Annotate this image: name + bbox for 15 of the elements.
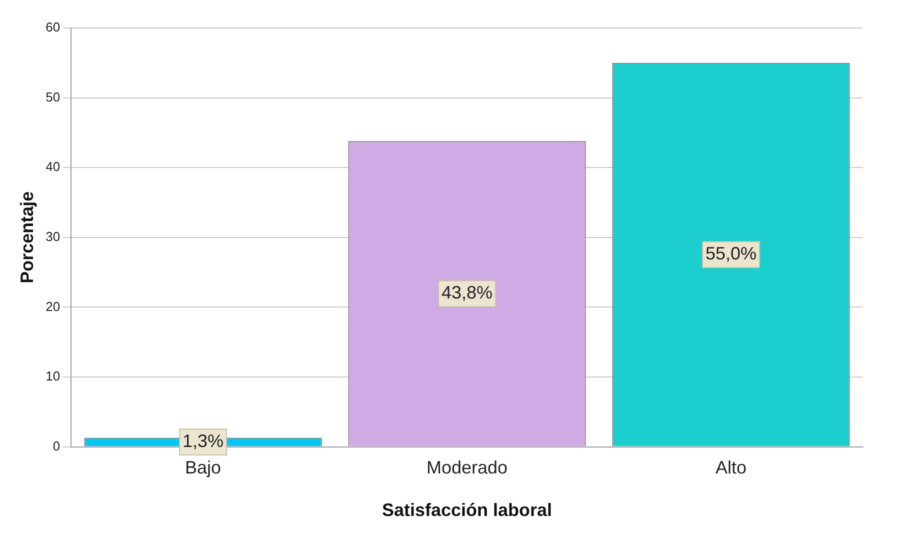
y-tick-label: 50 [46,89,60,104]
data-label: 43,8% [442,282,493,303]
x-tick-label: Moderado [426,458,508,478]
y-tick-label: 60 [46,20,60,35]
y-axis-title: Porcentaje [16,191,37,284]
x-axis-title: Satisfacción laboral [382,500,552,520]
x-tick-label: Bajo [185,458,222,478]
x-tick-label: Alto [715,458,747,478]
y-tick-label: 10 [46,368,60,384]
data-label: 1,3% [182,430,224,451]
y-tick-label: 30 [46,228,60,244]
data-label: 55,0% [705,244,757,264]
y-tick-label: 40 [46,159,60,174]
y-tick-label: 20 [46,298,60,314]
y-tick-label: 0 [52,438,60,454]
